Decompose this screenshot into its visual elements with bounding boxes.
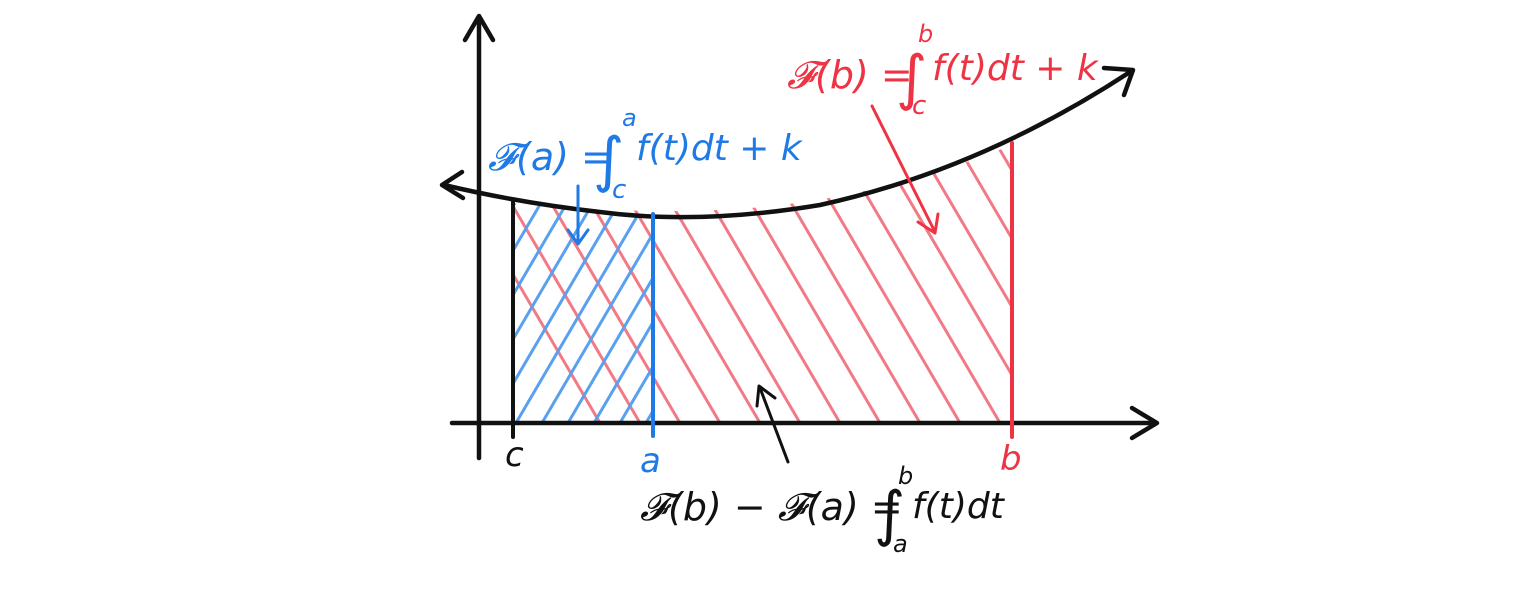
blue-hatch-stroke <box>556 203 652 425</box>
red-hatch-stroke <box>798 148 972 425</box>
red-hatch-stroke <box>998 148 1012 425</box>
eq-diff-upper-limit: b <box>898 462 913 490</box>
blue-hatch-stroke <box>634 203 652 425</box>
arrow-to-difference-region <box>755 384 790 464</box>
eq-b-upper-limit: b <box>918 20 933 48</box>
eq-b-integrand: f(t)dt + k <box>932 48 1100 89</box>
arrow-to-red-region <box>870 104 940 235</box>
equation-f-of-b: 𝓕(b) = ∫ b c f(t)dt + k <box>787 20 1100 121</box>
curve-left-arrowhead <box>439 169 466 201</box>
red-hatch-stroke <box>838 148 1012 425</box>
blue-hatch-stroke <box>582 203 652 425</box>
eq-diff-integral-sign: ∫ <box>874 479 905 549</box>
arrow-to-blue-region <box>566 184 590 246</box>
blue-hatch-stroke <box>512 203 626 425</box>
blue-hatch-stroke <box>512 203 522 425</box>
function-curve <box>441 69 1133 220</box>
label-c: c <box>505 435 524 475</box>
x-axis-arrowhead <box>1129 405 1160 441</box>
equation-difference: 𝓕(b) − 𝓕(a) = ∫ b a f(t)dt <box>640 462 1006 558</box>
eq-a-lower-limit: c <box>612 175 626 205</box>
red-hatch-region <box>512 148 1210 440</box>
red-hatch-stroke <box>1040 150 1210 440</box>
red-hatch-stroke <box>878 148 1012 425</box>
curve <box>439 65 1136 220</box>
curve-right-arrowhead <box>1101 65 1136 98</box>
red-hatch-stroke <box>918 148 1012 425</box>
eq-a-integral-sign: ∫ <box>593 125 624 195</box>
red-hatch-stroke <box>958 148 1012 425</box>
red-hatch-stroke <box>512 148 612 425</box>
eq-diff-lower-limit: a <box>893 530 908 558</box>
eq-a-integrand: f(t)dt + k <box>636 128 804 169</box>
blue-hatch-stroke <box>608 203 652 425</box>
eq-diff-lhs: 𝓕(b) − 𝓕(a) = <box>640 485 903 529</box>
eq-b-integral-sign: ∫ <box>896 43 927 113</box>
eq-b-lhs: 𝓕(b) = <box>787 53 913 97</box>
eq-b-lower-limit: c <box>912 91 926 121</box>
eq-diff-integrand: f(t)dt <box>912 486 1006 527</box>
blue-hatch-stroke <box>530 203 652 425</box>
blue-hatch-stroke <box>512 203 652 425</box>
axes <box>449 13 1160 461</box>
label-b: b <box>1000 439 1022 479</box>
y-axis-arrowhead <box>462 13 496 43</box>
blue-hatch-stroke <box>512 203 652 425</box>
eq-a-upper-limit: a <box>622 104 637 132</box>
equation-f-of-a: 𝓕(a) = ∫ a c f(t)dt + k <box>488 104 804 205</box>
eq-a-lhs: 𝓕(a) = <box>488 135 613 179</box>
label-a: a <box>640 441 661 481</box>
blue-hatch-stroke <box>512 203 548 425</box>
